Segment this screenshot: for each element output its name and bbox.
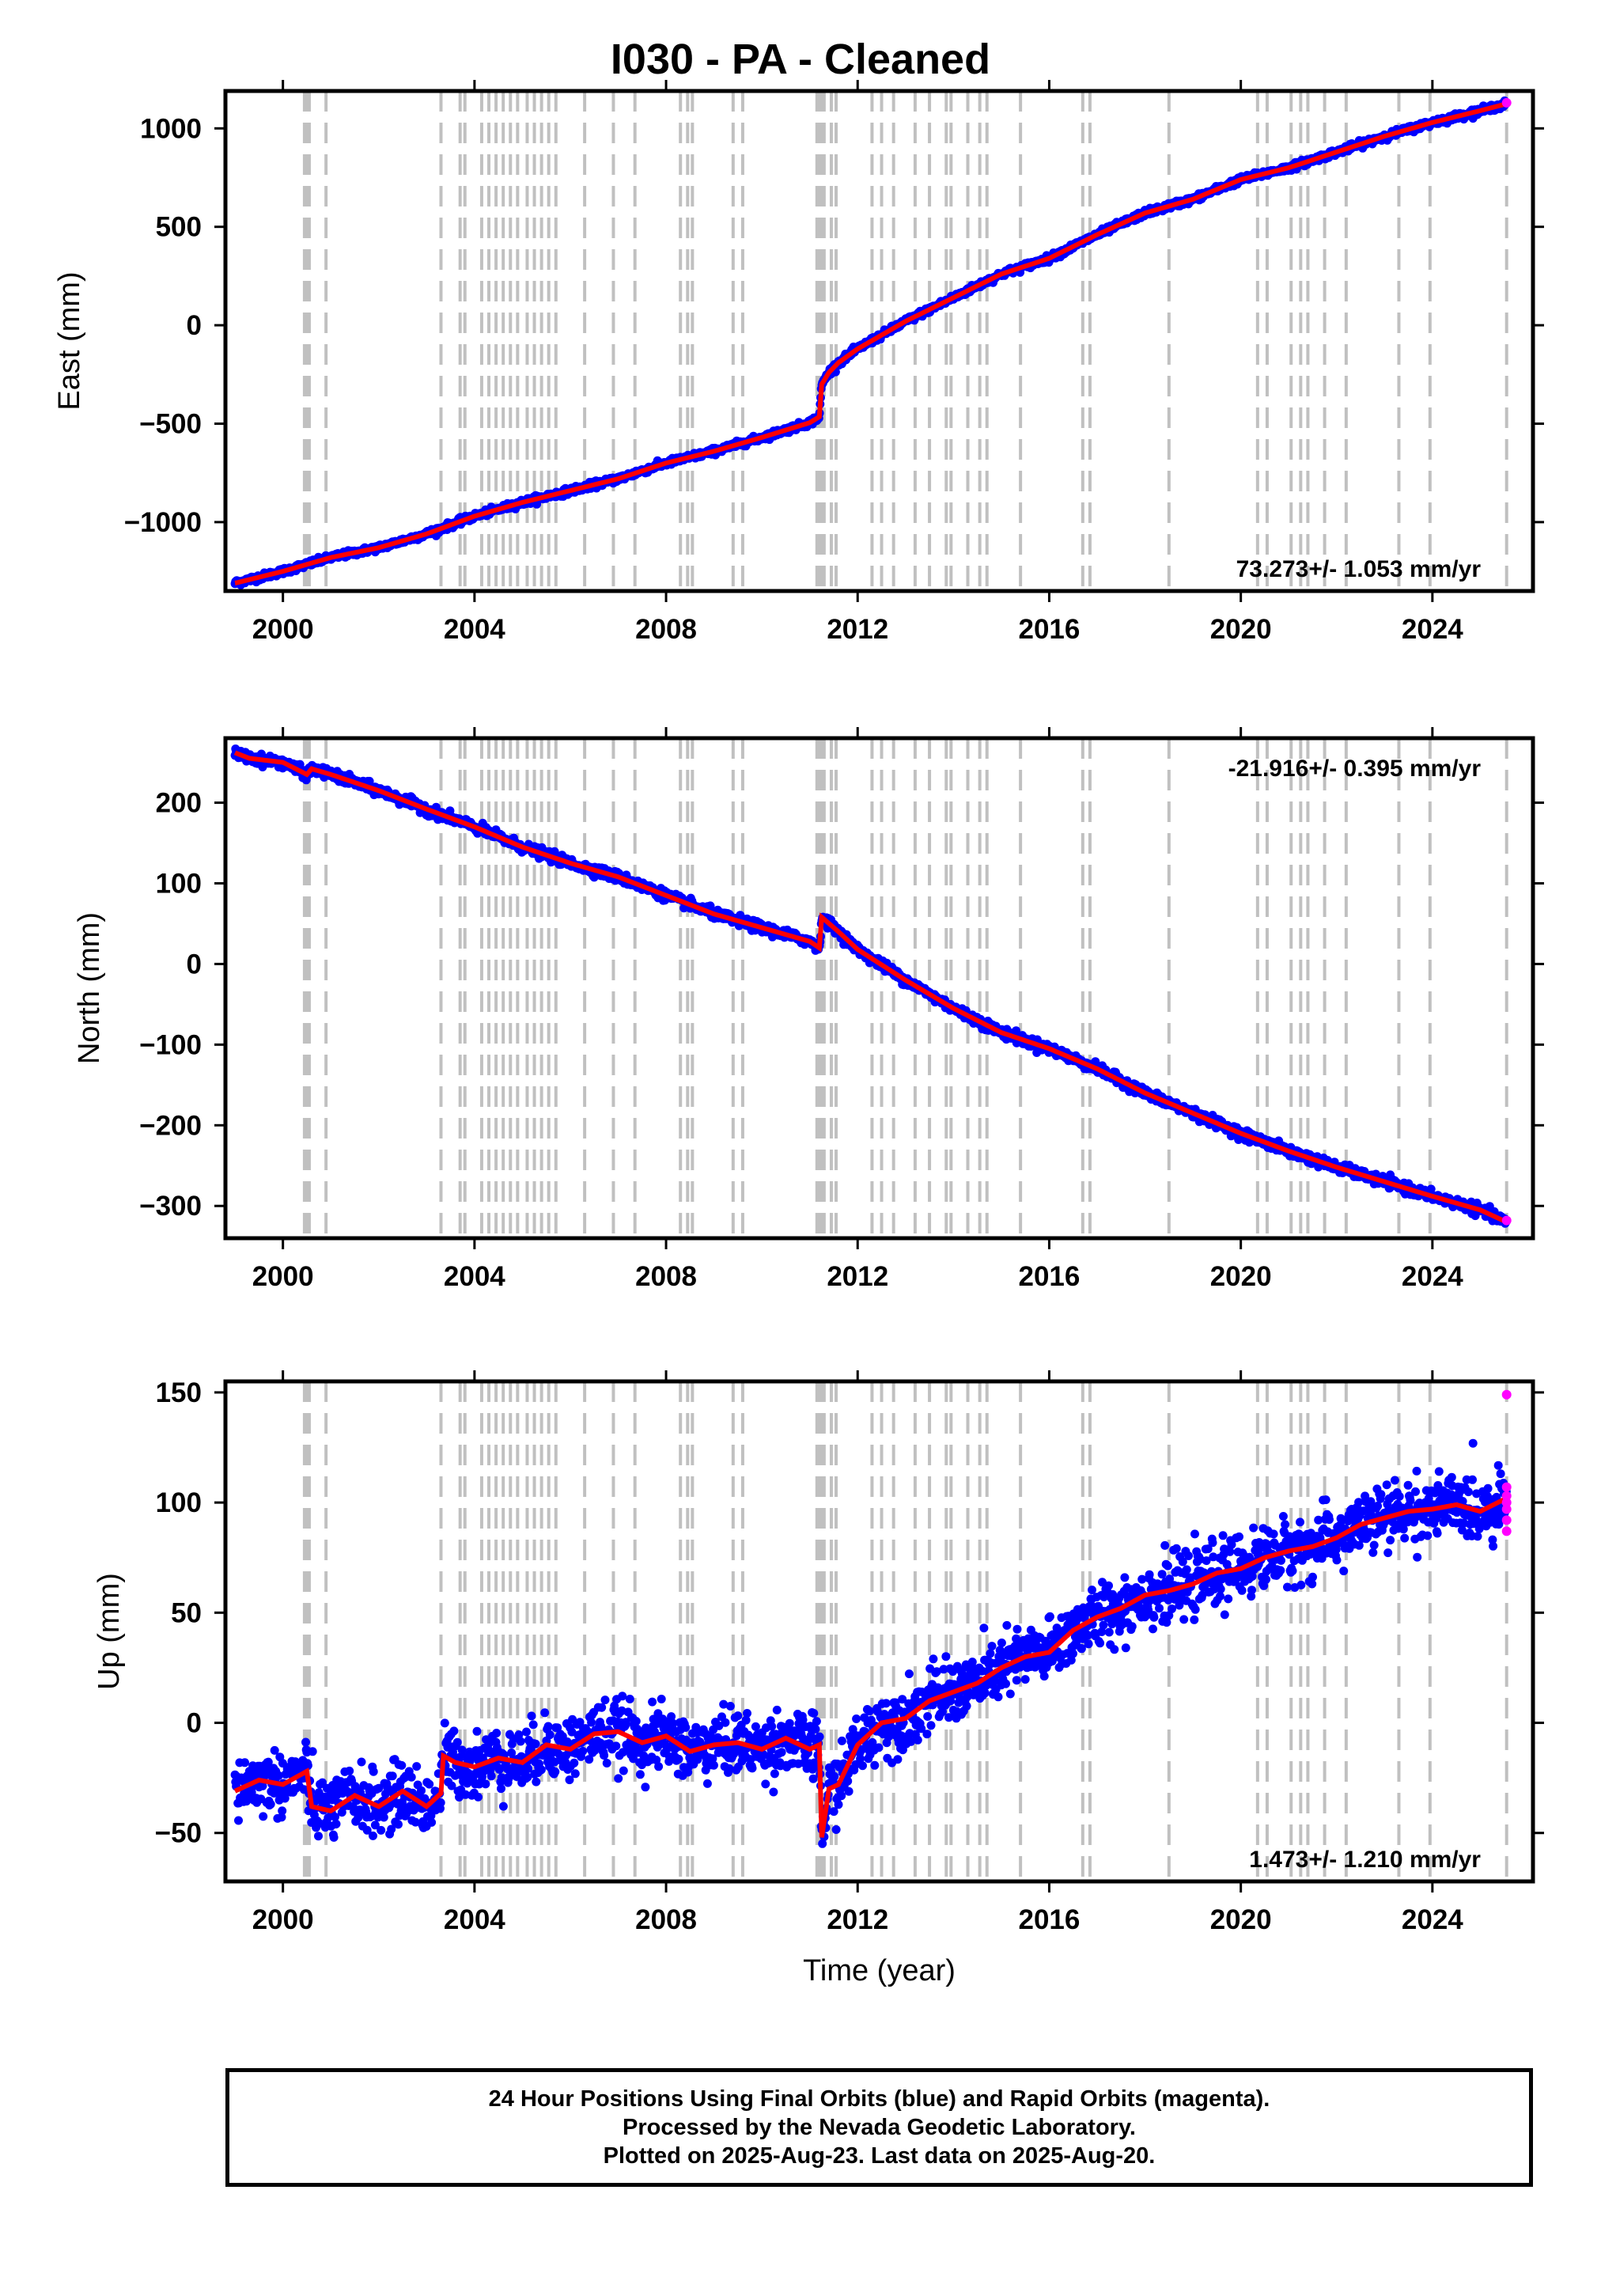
- y-tick-label: −500: [139, 409, 202, 440]
- x-tick-label: 2016: [1019, 1261, 1081, 1292]
- y-axis-label-east: East (mm): [53, 271, 86, 410]
- data-point: [301, 1737, 310, 1747]
- data-point: [278, 1806, 287, 1816]
- y-tick-label: 0: [187, 310, 202, 341]
- y-tick-label: 0: [187, 949, 202, 979]
- data-point: [314, 1832, 323, 1841]
- data-point: [407, 1772, 416, 1782]
- x-tick-label: 2000: [252, 1261, 314, 1292]
- data-point: [266, 1799, 275, 1809]
- x-tick-label: 2000: [252, 614, 314, 645]
- data-point: [357, 1757, 366, 1767]
- y-tick-label: −1000: [124, 507, 202, 538]
- data-point: [388, 1771, 397, 1781]
- y-tick-label: 200: [156, 788, 202, 819]
- x-tick-label: 2004: [444, 1261, 505, 1292]
- panel-up: 2000 2004 2008 2012 2016 2020 2024−50050100150…: [93, 1370, 1544, 1987]
- data-point: [345, 1766, 354, 1775]
- rapid-orbit-point: [1501, 1215, 1512, 1226]
- panel-east: 2000 2004 2008 2012 2016 2020 2024 −1000 −500 0 50…: [53, 80, 1544, 645]
- data-point: [369, 1831, 377, 1840]
- x-tick-label: 2008: [635, 614, 697, 645]
- y-tick-label: −200: [139, 1110, 202, 1141]
- data-point: [240, 1758, 249, 1767]
- data-point: [397, 1760, 407, 1770]
- rate-label-north: -21.916+/- 0.395 mm/yr: [1228, 756, 1482, 782]
- panel-north: 2000 2004 2008 2012 2016 2020 2024−300−200−100…: [73, 727, 1544, 1292]
- data-point: [369, 1767, 378, 1776]
- x-tick-label: 2020: [1210, 1261, 1272, 1292]
- data-point: [394, 1820, 403, 1829]
- y-tick-label: −100: [139, 1029, 202, 1060]
- data-point: [331, 1819, 341, 1828]
- data-point: [329, 1832, 339, 1842]
- plot-frame-east: [223, 89, 1535, 593]
- x-tick-label: 2008: [635, 1261, 697, 1292]
- y-tick-label: −300: [139, 1191, 202, 1222]
- y-axis-label-north: North (mm): [73, 912, 106, 1064]
- y-tick-label: 500: [156, 212, 202, 243]
- y-tick-label: 100: [156, 868, 202, 899]
- event-lines-up: [302, 1381, 1508, 1881]
- x-tick-label: 2016: [1019, 614, 1081, 645]
- data-point: [234, 1816, 243, 1825]
- rapid-orbit-point: [1501, 97, 1512, 108]
- data-point: [259, 1812, 268, 1821]
- x-tick-label: 2012: [827, 614, 888, 645]
- chart-title: I030 - PA - Cleaned: [610, 36, 991, 83]
- data-point: [308, 1747, 317, 1756]
- rate-label-east: 73.273+/- 1.053 mm/yr: [1236, 556, 1482, 582]
- x-tick-label: 2004: [444, 614, 505, 645]
- model-fit-line-east: [234, 101, 1508, 585]
- x-tick-label: 2024: [1402, 614, 1463, 645]
- x-tick-label: 2020: [1210, 614, 1272, 645]
- data-point: [379, 1813, 388, 1822]
- event-lines-east: [302, 91, 1508, 591]
- x-tick-label: 2024: [1402, 1261, 1463, 1292]
- data-point: [377, 1825, 386, 1835]
- x-tick-label: 2012: [827, 1261, 888, 1292]
- y-tick-label: 1000: [140, 113, 202, 144]
